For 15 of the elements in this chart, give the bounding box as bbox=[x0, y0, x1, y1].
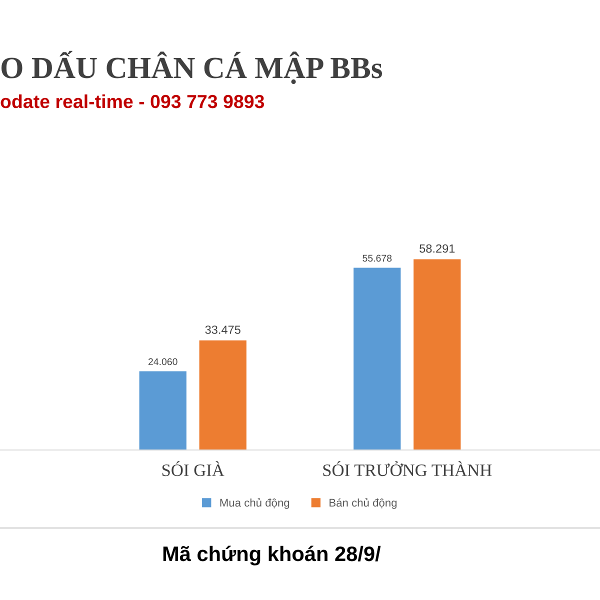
data-label: 55.678 bbox=[362, 254, 392, 262]
chart-title: O DẤU CHÂN CÁ MẬP BBs bbox=[1, 50, 382, 84]
chart-subtitle: odate real-time - 093 773 9893 bbox=[0, 94, 264, 108]
x-tick-label: SÓI TRƯỞNG THÀNH bbox=[323, 461, 492, 476]
data-label: 24.060 bbox=[148, 358, 178, 366]
legend-label: Bán chủ động bbox=[330, 498, 397, 509]
bar bbox=[354, 268, 401, 450]
bar bbox=[139, 371, 186, 450]
data-label: 58.291 bbox=[420, 244, 455, 253]
x-tick-label: SÓI GIÀ bbox=[162, 461, 224, 476]
text: Mã chứng khoán 28/9/ bbox=[163, 546, 381, 566]
legend-label: Mua chủ động bbox=[220, 498, 290, 509]
bar bbox=[414, 259, 461, 450]
data-label: 33.475 bbox=[205, 326, 240, 334]
bar bbox=[199, 340, 246, 450]
